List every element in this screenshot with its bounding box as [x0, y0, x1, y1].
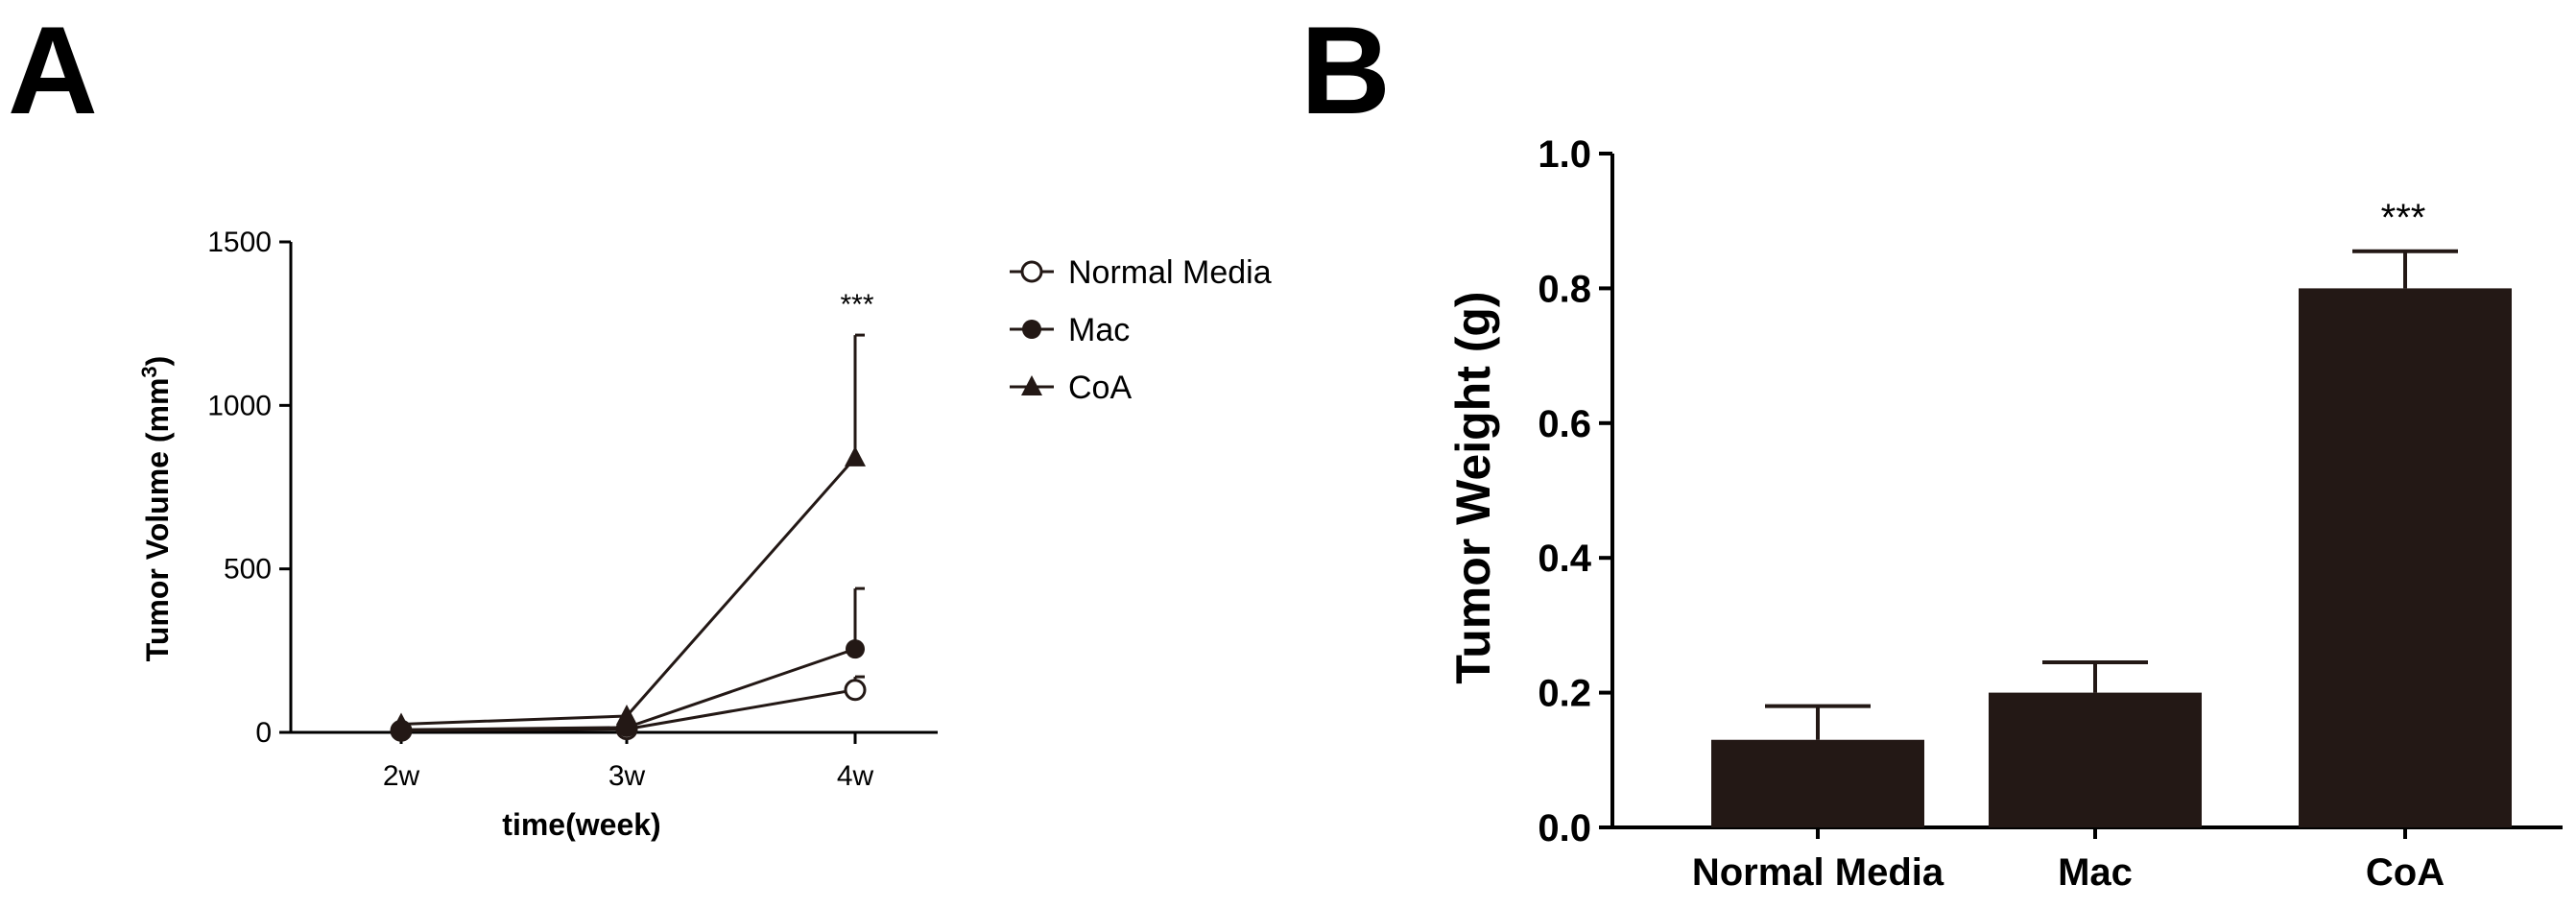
- panel-label-b: B: [1300, 0, 1391, 140]
- b-bars: ***: [1711, 197, 2512, 827]
- b-x-tick-label: Normal Media: [1692, 851, 1944, 894]
- a-legend-label: CoA: [1068, 370, 1132, 406]
- b-x-ticks: Normal Media Mac CoA: [1692, 827, 2445, 894]
- b-y-axis-label: Tumor Weight (g): [1446, 291, 1500, 683]
- b-y-ticks: 0.0 0.2 0.4 0.6 0.8 1.0: [1538, 133, 1612, 849]
- a-legend: Normal Media Mac CoA: [1010, 254, 1272, 406]
- b-y-tick-label: 0.2: [1538, 673, 1591, 715]
- a-y-tick-label: 1500: [207, 227, 272, 258]
- b-y-tick-label: 0.4: [1538, 538, 1591, 580]
- a-y-axis-label: Tumor Volume (mm3): [137, 356, 175, 662]
- panel-label-a: A: [8, 0, 98, 140]
- a-y-tick-label: 500: [224, 554, 272, 586]
- a-x-tick-label: 3w: [608, 760, 646, 792]
- b-y-tick-label: 1.0: [1538, 133, 1591, 176]
- a-data-point: [844, 679, 867, 702]
- chart-b: 0.0 0.2 0.4 0.6 0.8 1.0 *** Normal Media Mac Co…: [1446, 133, 2563, 894]
- a-data-point: [846, 639, 865, 659]
- a-x-axis-label: time(week): [502, 807, 660, 842]
- a-legend-label: Mac: [1068, 312, 1130, 348]
- b-x-tick-label: CoA: [2366, 851, 2445, 894]
- b-y-tick-label: 0.6: [1538, 403, 1591, 445]
- a-data-point: [845, 445, 866, 466]
- a-y-tick-label: 1000: [207, 390, 272, 421]
- chart-a: 0 500 1000 1500 2w 3w 4w *** time(week) Tumor…: [137, 227, 1272, 842]
- a-data-point: [391, 712, 412, 733]
- b-y-tick-label: 0.0: [1538, 807, 1591, 849]
- b-significance-label: ***: [2381, 197, 2426, 239]
- a-x-ticks: 2w 3w 4w: [383, 732, 874, 792]
- a-x-tick-label: 2w: [383, 760, 420, 792]
- a-y-tick-label: 0: [255, 717, 272, 749]
- a-significance-label: ***: [840, 289, 873, 321]
- b-bar: [1711, 739, 1924, 827]
- a-data-point: [616, 704, 637, 725]
- a-legend-marker: [1022, 320, 1041, 339]
- a-legend-marker: [1021, 375, 1042, 395]
- a-legend-marker: [1020, 260, 1043, 283]
- a-x-tick-label: 4w: [837, 760, 874, 792]
- a-legend-label: Normal Media: [1068, 254, 1272, 291]
- a-series: ***: [390, 289, 874, 742]
- a-y-ticks: 0 500 1000 1500: [207, 227, 291, 749]
- b-y-tick-label: 0.8: [1538, 268, 1591, 310]
- a-series-line: [400, 456, 857, 726]
- b-bar: [2299, 288, 2512, 827]
- b-bar: [1989, 692, 2202, 827]
- b-x-tick-label: Mac: [2058, 851, 2133, 894]
